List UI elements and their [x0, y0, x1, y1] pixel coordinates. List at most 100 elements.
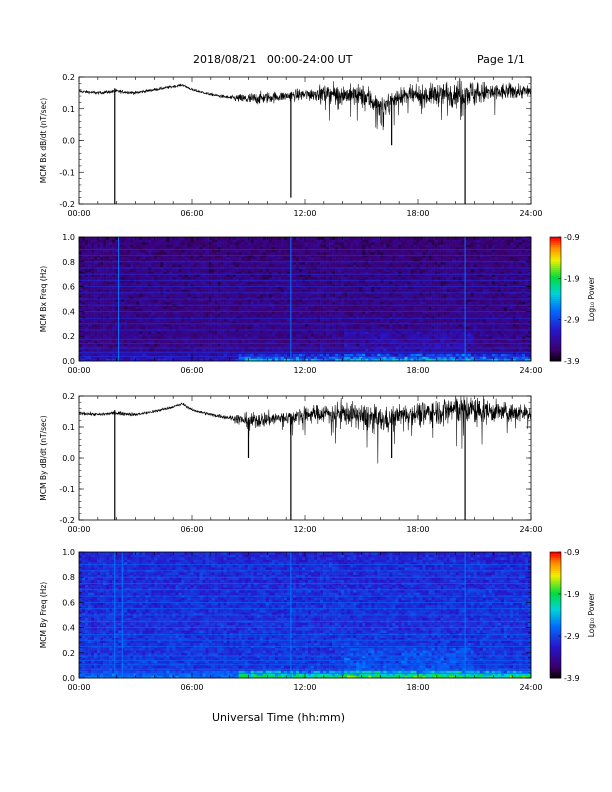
- heatmap-cell: [160, 281, 164, 285]
- heatmap-cell: [268, 249, 273, 253]
- heatmap-cell: [199, 348, 203, 352]
- heatmap-cell: [271, 348, 276, 352]
- heatmap-cell: [127, 313, 131, 317]
- heatmap-cell: [308, 333, 312, 337]
- heatmap-cell: [181, 308, 185, 312]
- heatmap-cell: [311, 326, 315, 330]
- heatmap-cell: [214, 246, 218, 250]
- heatmap-cell: [217, 289, 221, 292]
- heatmap-cell: [190, 259, 194, 263]
- heatmap-cell: [329, 244, 333, 248]
- heatmap-cell: [286, 244, 291, 248]
- heatmap-cell: [262, 343, 267, 347]
- heatmap-cell: [151, 241, 155, 245]
- heatmap-cell: [244, 348, 249, 352]
- heatmap-cell: [262, 296, 267, 300]
- heatmap-cell: [145, 284, 149, 287]
- heatmap-cell: [283, 348, 288, 352]
- x-tick-label: 12:00: [293, 209, 316, 218]
- heatmap-cell: [166, 246, 170, 250]
- heatmap-cell: [106, 256, 110, 260]
- heatmap-cell: [295, 348, 300, 352]
- heatmap-cell: [274, 326, 279, 330]
- heatmap-cell: [172, 251, 176, 255]
- heatmap-cell: [311, 237, 315, 240]
- heatmap-cell: [295, 246, 300, 250]
- heatmap-cell: [193, 241, 197, 245]
- heatmap-cell: [190, 281, 194, 285]
- heatmap-cell: [238, 301, 243, 305]
- heatmap-cell: [166, 338, 170, 342]
- heatmap-cell: [229, 316, 233, 320]
- heatmap-cell: [130, 289, 134, 292]
- heatmap-cell: [353, 326, 357, 330]
- heatmap-cell: [308, 256, 312, 260]
- heatmap-cell: [94, 264, 98, 268]
- heatmap-cell: [151, 306, 155, 310]
- heatmap-cell: [283, 276, 288, 280]
- heatmap-cell: [274, 259, 279, 263]
- heatmap-cell: [217, 356, 221, 359]
- heatmap-cell: [97, 261, 101, 265]
- heatmap-cell: [190, 318, 194, 322]
- heatmap-cell: [332, 264, 336, 268]
- heatmap-cell: [365, 261, 369, 265]
- heatmap-cell: [85, 323, 89, 327]
- heatmap-cell: [130, 251, 134, 255]
- heatmap-cell: [151, 269, 155, 273]
- heatmap-cell: [295, 256, 300, 260]
- heatmap-cell: [271, 294, 276, 297]
- heatmap-cell: [133, 331, 137, 335]
- heatmap-cell: [97, 296, 101, 300]
- heatmap-cell: [317, 259, 321, 263]
- heatmap-cell: [295, 358, 300, 362]
- heatmap-cell: [305, 326, 309, 330]
- heatmap-cell: [223, 244, 227, 248]
- heatmap-cell: [305, 271, 309, 275]
- heatmap-cell: [314, 284, 318, 287]
- heatmap-cell: [353, 321, 357, 325]
- heatmap-cell: [118, 333, 122, 337]
- heatmap-cell: [103, 343, 107, 347]
- heatmap-cell: [199, 249, 203, 253]
- heatmap-cell: [121, 251, 125, 255]
- heatmap-cell: [82, 308, 86, 312]
- heatmap-cell: [91, 348, 95, 352]
- heatmap-cell: [253, 269, 258, 273]
- heatmap-cell: [241, 336, 246, 339]
- heatmap-cell: [97, 237, 101, 240]
- heatmap-cell: [280, 251, 285, 255]
- heatmap-cell: [262, 269, 267, 273]
- heatmap-cell: [241, 301, 246, 305]
- heatmap-cell: [208, 306, 212, 310]
- heatmap-cell: [199, 299, 203, 302]
- heatmap-cell: [311, 259, 315, 263]
- heatmap-cell: [184, 246, 188, 250]
- heatmap-cell: [271, 301, 276, 305]
- heatmap-cell: [145, 251, 149, 255]
- heatmap-cell: [323, 326, 327, 330]
- heatmap-cell: [148, 358, 152, 362]
- heatmap-cell: [202, 343, 206, 347]
- heatmap-cell: [280, 326, 285, 330]
- heatmap-cell: [127, 269, 131, 273]
- heatmap-cell: [79, 356, 83, 359]
- heatmap-cell: [283, 316, 288, 320]
- y-axis-title: MCM Bx dB/dt (nT/sec): [39, 98, 48, 183]
- heatmap-cell: [160, 246, 164, 250]
- heatmap-cell: [305, 348, 309, 352]
- heatmap-cell: [211, 249, 215, 253]
- heatmap-cell: [130, 343, 134, 347]
- heatmap-cell: [280, 286, 285, 290]
- heatmap-cell: [244, 299, 249, 302]
- heatmap-cell: [365, 353, 369, 357]
- heatmap-cell: [371, 296, 375, 300]
- heatmap-cell: [88, 244, 92, 248]
- heatmap-cell: [109, 308, 113, 312]
- heatmap-cell: [283, 306, 288, 310]
- heatmap-cell: [353, 338, 357, 342]
- heatmap-cell: [268, 348, 273, 352]
- heatmap-cell: [314, 294, 318, 297]
- heatmap-cell: [124, 333, 128, 337]
- heatmap-cell: [247, 323, 252, 327]
